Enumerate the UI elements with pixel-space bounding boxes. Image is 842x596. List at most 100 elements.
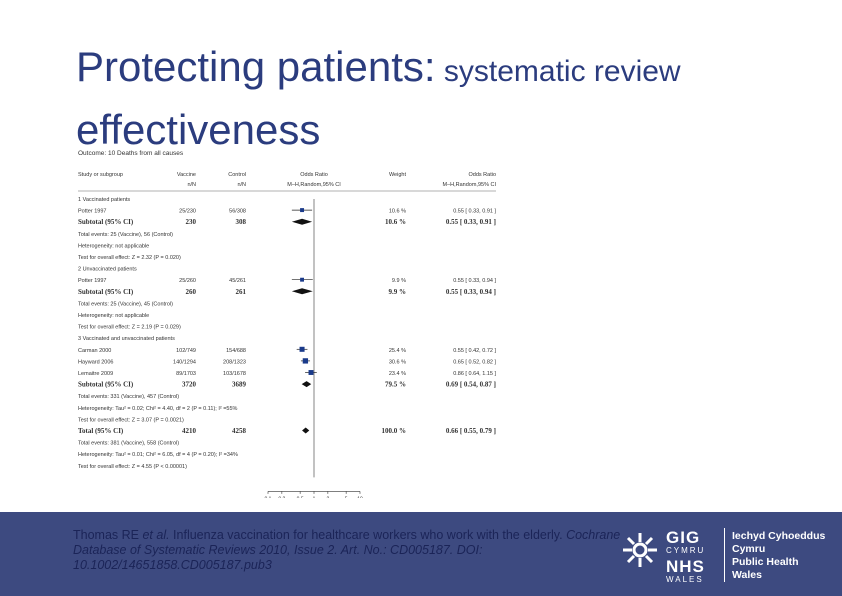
row-label: 3 Vaccinated and unvaccinated patients xyxy=(78,336,175,342)
row-weight: 9.9 % xyxy=(392,278,406,284)
row-label: Heterogeneity: not applicable xyxy=(78,243,149,249)
row-weight: 9.9 % xyxy=(389,288,407,296)
row-label: Potter 1997 xyxy=(78,209,106,215)
effect-square xyxy=(300,277,305,282)
citation: Thomas RE et al. Influenza vaccination f… xyxy=(73,528,633,573)
row-label: Subtotal (95% CI) xyxy=(78,218,134,226)
phw-logo: GIG CYMRU NHS WALES Iechyd Cyhoeddus Cym… xyxy=(620,526,830,586)
row-label: Test for overall effect: Z = 3.07 (P = 0… xyxy=(78,417,184,423)
outcome-label: Outcome: 10 Deaths from all causes xyxy=(78,150,184,157)
row-vaccine: 25/230 xyxy=(179,209,196,215)
row-weight: 25.4 % xyxy=(389,348,406,354)
title-main: Protecting patients: xyxy=(76,43,436,90)
x-axis-tick-label: 0.1 xyxy=(265,496,272,498)
pooled-diamond xyxy=(291,218,313,225)
logo-cymru: CYMRU xyxy=(666,546,706,555)
header-or-sub: M–H,Random,95% CI xyxy=(287,182,341,188)
row-ci: 0.55 [ 0.33, 0.94 ] xyxy=(453,278,496,284)
row-weight: 100.0 % xyxy=(382,427,407,435)
header-vaccine: Vaccine xyxy=(177,172,196,178)
row-ci: 0.55 [ 0.42, 0.72 ] xyxy=(453,348,496,354)
row-label: Heterogeneity: Tau² = 0.01; Chi² = 6.05,… xyxy=(78,452,238,458)
row-control: 3689 xyxy=(232,381,247,389)
effect-square xyxy=(302,358,309,364)
row-label: Subtotal (95% CI) xyxy=(78,381,134,389)
row-ci: 0.66 [ 0.55, 0.79 ] xyxy=(446,427,496,435)
header-study: Study or subgroup xyxy=(78,172,123,178)
header-weight: Weight xyxy=(389,172,406,178)
x-axis-tick-label: 0.2 xyxy=(278,496,285,498)
effect-square xyxy=(300,208,305,213)
row-vaccine: 102/749 xyxy=(176,348,196,354)
row-vaccine: 89/1703 xyxy=(176,371,196,377)
row-vaccine: 25/260 xyxy=(179,278,196,284)
row-control: 4258 xyxy=(232,427,247,435)
effect-square xyxy=(308,370,314,375)
logo-divider xyxy=(724,528,725,582)
row-ci: 0.55 [ 0.33, 0.91 ] xyxy=(446,218,496,226)
forest-plot: Outcome: 10 Deaths from all causes Study … xyxy=(68,145,500,498)
logo-gig: GIG xyxy=(666,528,701,547)
header-or: Odds Ratio xyxy=(300,172,328,178)
row-ci: 0.55 [ 0.33, 0.94 ] xyxy=(446,288,496,296)
row-vaccine: 3720 xyxy=(182,381,197,389)
row-label: Total events: 25 (Vaccine), 45 (Control) xyxy=(78,301,173,307)
title-tail: systematic review xyxy=(435,55,681,88)
row-ci: 0.69 [ 0.54, 0.87 ] xyxy=(446,381,496,389)
citation-title: Influenza vaccination for healthcare wor… xyxy=(169,528,567,542)
row-control: 261 xyxy=(236,288,247,296)
row-label: Test for overall effect: Z = 4.55 (P < 0… xyxy=(78,464,187,470)
citation-journal: Cochrane Database of Systematic Reviews … xyxy=(73,528,621,572)
citation-etal: et al. xyxy=(142,528,170,542)
header-control-sub: n/N xyxy=(237,182,246,188)
row-control: 208/1323 xyxy=(223,359,246,365)
row-label: Lemaitre 2009 xyxy=(78,371,113,377)
footer-bar: Thomas RE et al. Influenza vaccination f… xyxy=(0,512,842,596)
row-label: Heterogeneity: Tau² = 0.02; Chi² = 4.40,… xyxy=(78,406,238,412)
x-axis-tick-label: 2 xyxy=(326,496,329,498)
pooled-diamond xyxy=(301,381,312,388)
forest-plot-svg: Outcome: 10 Deaths from all causes Study … xyxy=(78,150,497,498)
header-or2-sub: M–H,Random,95% CI xyxy=(443,182,497,188)
row-label: Subtotal (95% CI) xyxy=(78,288,134,296)
row-control: 103/1678 xyxy=(223,371,246,377)
row-ci: 0.86 [ 0.64, 1.15 ] xyxy=(453,371,496,377)
dragon-emblem-icon xyxy=(623,533,657,567)
row-control: 154/688 xyxy=(226,348,246,354)
row-ci: 0.55 [ 0.33, 0.91 ] xyxy=(453,209,496,215)
effect-square xyxy=(299,346,305,352)
logo-nhs: NHS xyxy=(666,557,705,576)
logo-wales: WALES xyxy=(666,575,704,584)
row-label: Total events: 381 (Vaccine), 558 (Contro… xyxy=(78,441,179,447)
row-weight: 10.6 % xyxy=(385,218,406,226)
logo-org-line4: Wales xyxy=(732,569,762,581)
row-ci: 0.65 [ 0.52, 0.82 ] xyxy=(453,359,496,365)
row-weight: 30.6 % xyxy=(389,359,406,365)
row-vaccine: 4210 xyxy=(182,427,197,435)
citation-authors: Thomas RE xyxy=(73,528,143,542)
row-weight: 10.6 % xyxy=(389,209,406,215)
header-or2: Odds Ratio xyxy=(468,172,496,178)
header-vaccine-sub: n/N xyxy=(187,182,196,188)
header-control: Control xyxy=(228,172,246,178)
pooled-diamond xyxy=(291,288,313,295)
row-weight: 23.4 % xyxy=(389,371,406,377)
row-vaccine: 230 xyxy=(186,218,197,226)
x-axis-tick-label: 1 xyxy=(313,496,316,498)
x-axis-tick-label: 0.5 xyxy=(297,496,304,498)
row-label: 2 Unvaccinated patients xyxy=(78,267,137,273)
row-label: Heterogeneity: not applicable xyxy=(78,313,149,319)
logo-org-line2: Cymru xyxy=(732,543,766,555)
logo-org-line1: Iechyd Cyhoeddus xyxy=(732,530,826,542)
row-vaccine: 260 xyxy=(186,288,197,296)
row-label: Test for overall effect: Z = 2.19 (P = 0… xyxy=(78,325,181,331)
row-vaccine: 140/1294 xyxy=(173,359,196,365)
row-label: Total events: 331 (Vaccine), 457 (Contro… xyxy=(78,394,179,400)
row-weight: 79.5 % xyxy=(385,381,406,389)
row-label: Total (95% CI) xyxy=(78,427,124,435)
x-axis-tick-label: 10 xyxy=(357,496,363,498)
row-label: Total events: 25 (Vaccine), 56 (Control) xyxy=(78,232,173,238)
row-label: Hayward 2006 xyxy=(78,359,113,365)
logo-org-line3: Public Health xyxy=(732,556,799,568)
row-label: Test for overall effect: Z = 2.32 (P = 0… xyxy=(78,255,181,261)
